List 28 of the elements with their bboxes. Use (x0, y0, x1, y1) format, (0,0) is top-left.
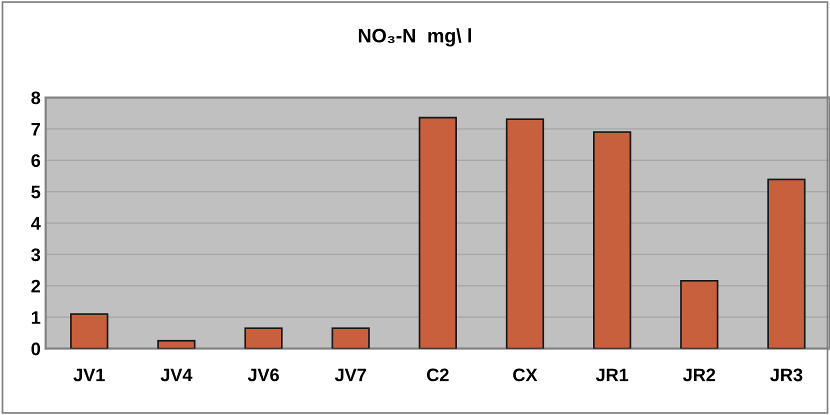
bar (70, 313, 108, 349)
x-tick-label: JR1 (596, 368, 628, 382)
y-tick-label: 0 (31, 342, 40, 356)
x-tick-label: JR2 (682, 368, 716, 382)
y-tick-label: 8 (31, 91, 40, 104)
bar (157, 340, 196, 349)
chart-title: NO₃-N mg\ l (358, 28, 472, 46)
bar (767, 178, 806, 349)
x-tick-label: CX (513, 368, 538, 382)
y-tick-label: 6 (31, 154, 40, 168)
x-tick-label: C2 (427, 368, 449, 382)
y-tick-label: 5 (31, 186, 40, 198)
bar (418, 116, 457, 349)
x-tick-label: JV4 (160, 368, 192, 382)
y-tick-label: 3 (31, 248, 40, 262)
y-tick-label: 1 (32, 311, 40, 324)
x-tick-label: JV7 (334, 368, 366, 382)
bar (244, 327, 283, 349)
x-tick-label: JV1 (73, 368, 105, 382)
y-tick-label: 4 (31, 217, 41, 230)
x-tick-label: JV6 (248, 368, 279, 382)
bar (506, 118, 544, 349)
bar (680, 280, 718, 349)
y-tick-label: 2 (31, 280, 40, 292)
bar (332, 327, 370, 349)
bar (592, 131, 632, 349)
y-tick-label: 7 (32, 123, 40, 136)
x-tick-label: JR3 (770, 368, 802, 382)
